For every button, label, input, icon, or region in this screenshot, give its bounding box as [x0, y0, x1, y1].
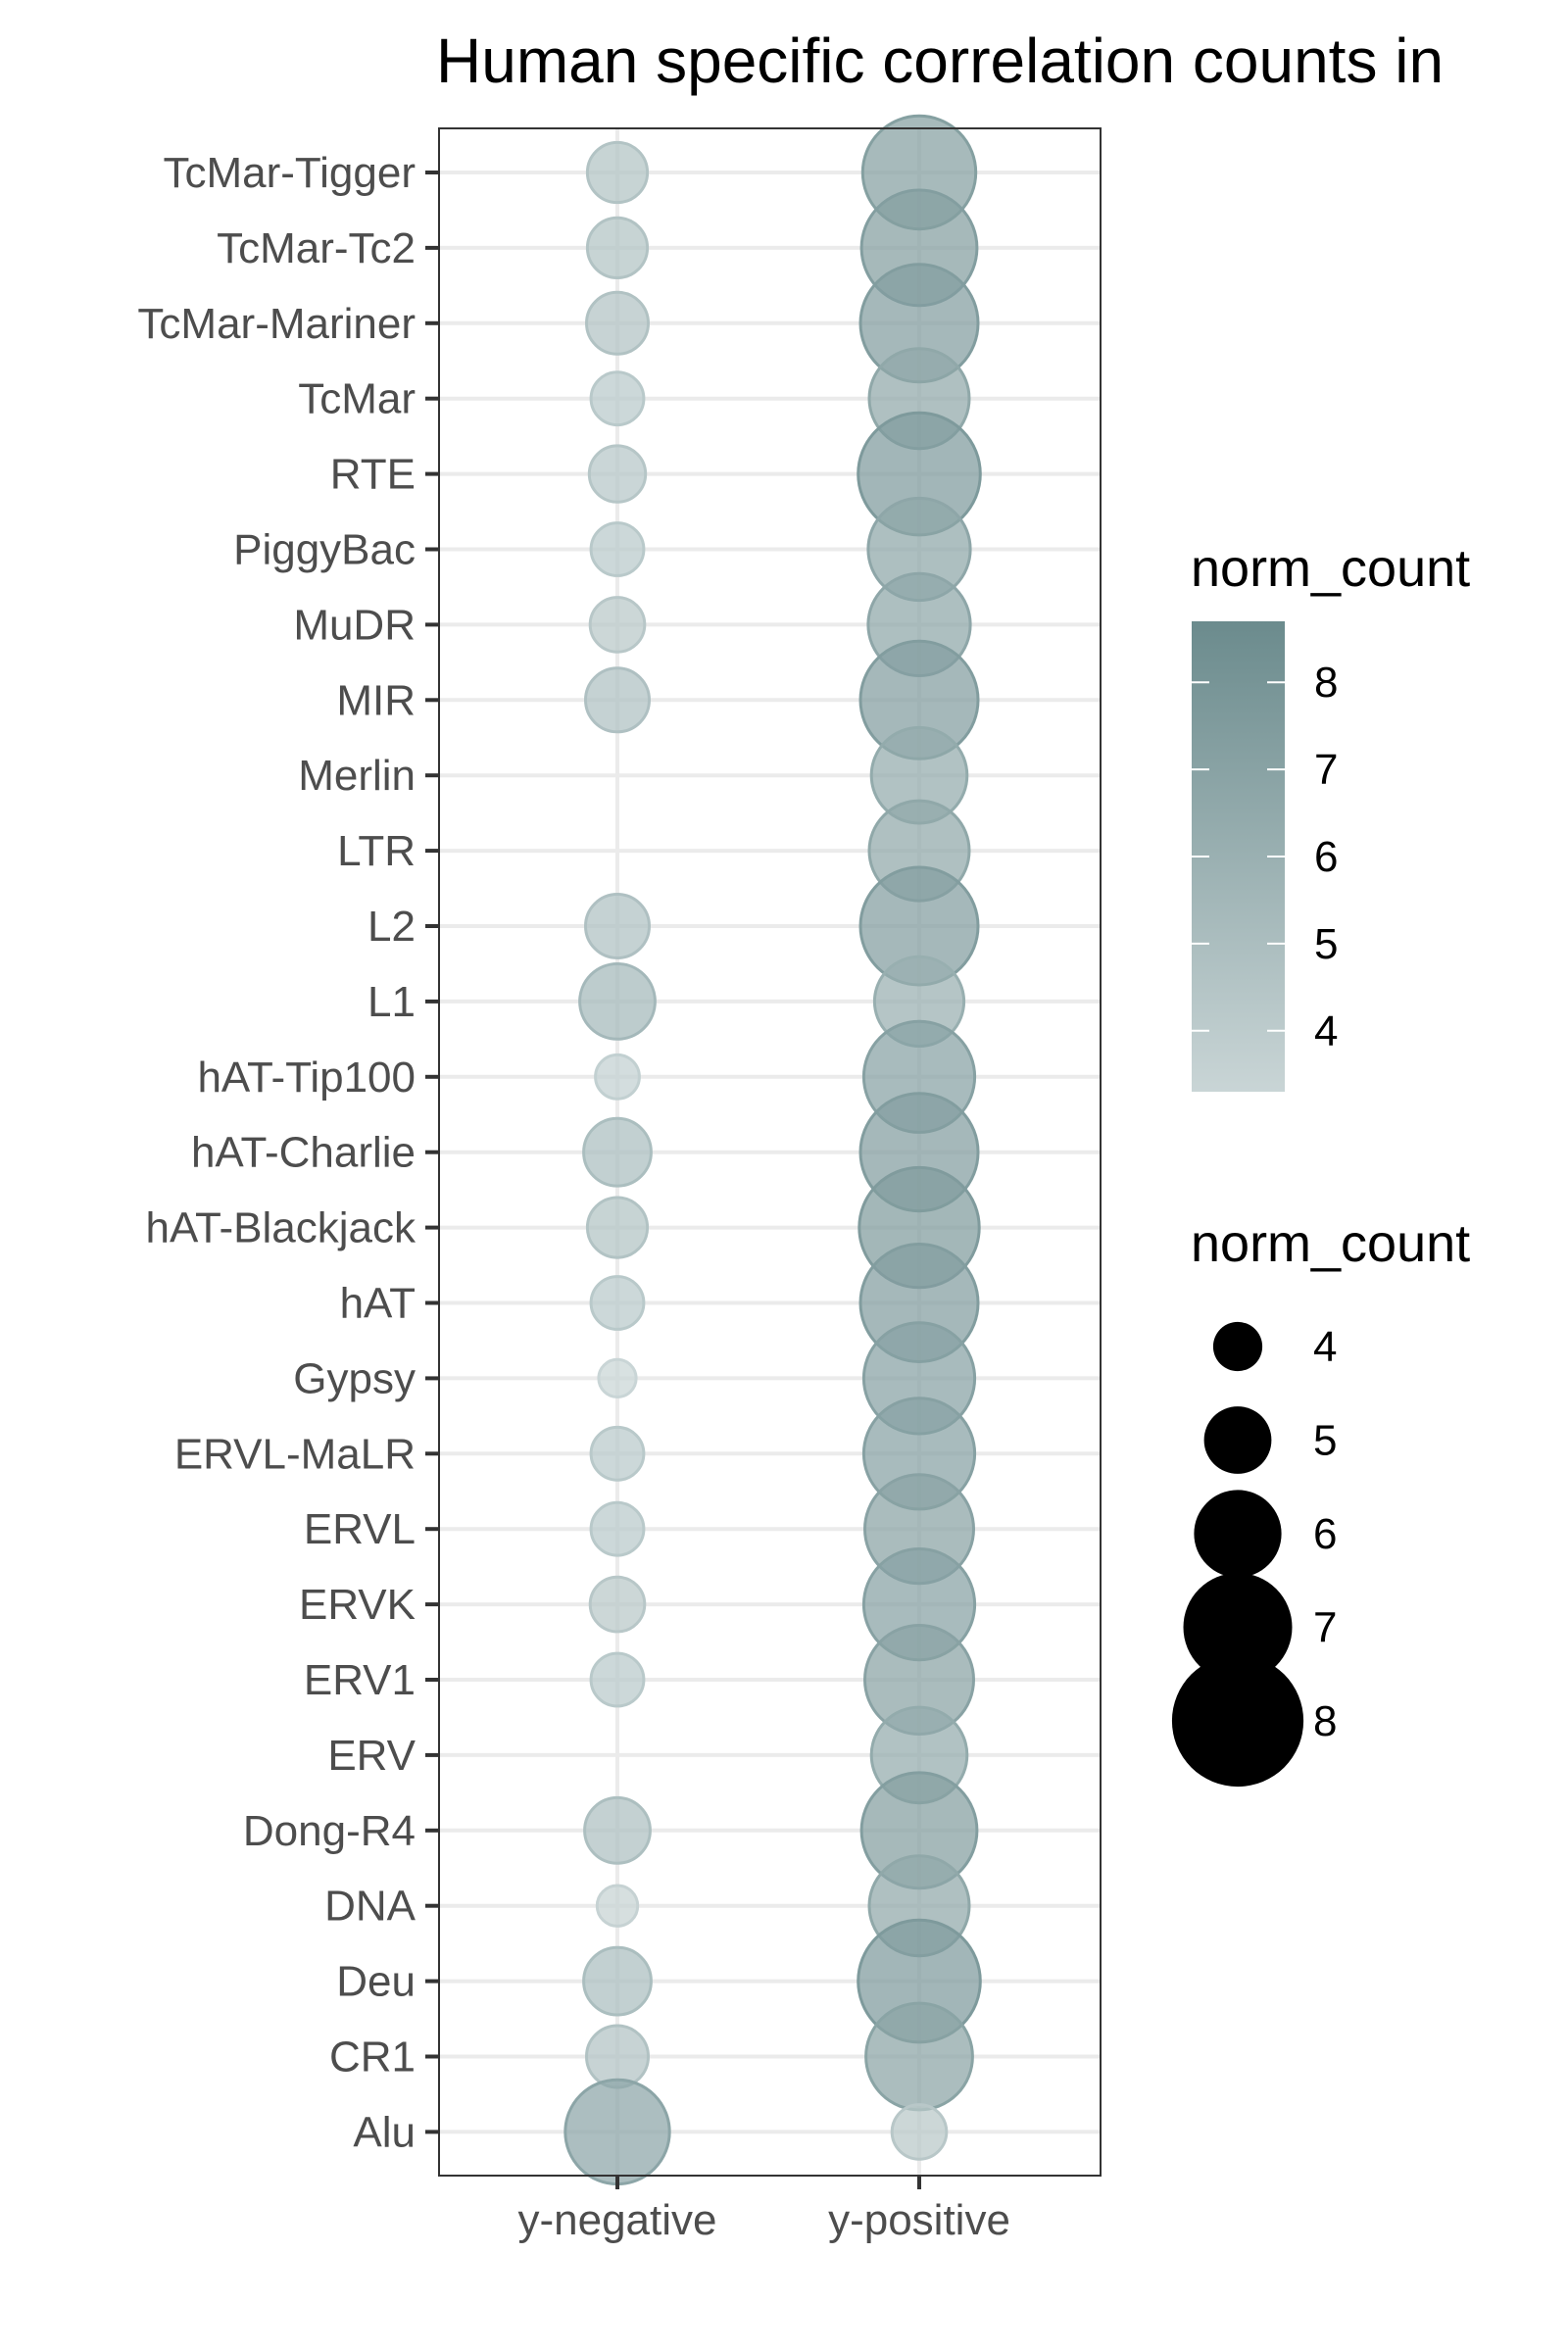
- y-tick-label: MIR: [336, 676, 416, 724]
- colorbar-tick-label: 6: [1314, 833, 1338, 881]
- data-point: Deu, y-negative: 5: [582, 1945, 653, 2017]
- data-point: MuDR, y-negative: 4.3: [588, 596, 647, 654]
- data-point: ERVL, y-negative: 4.2: [589, 1500, 646, 1557]
- data-point: MIR, y-negative: 4.8: [584, 666, 651, 734]
- size-legend-key: [1203, 1406, 1272, 1474]
- colorbar-tick-label: 4: [1314, 1007, 1338, 1055]
- x-tick-label: y-positive: [828, 2196, 1010, 2244]
- y-tick-label: TcMar: [298, 375, 416, 423]
- data-point: hAT-Tip100, y-negative: 3.7: [594, 1053, 641, 1101]
- y-axis: TcMar-Tigger TcMar-Tc2 TcMar-Mariner TcMar R…: [137, 149, 439, 2156]
- data-point: RTE, y-negative: 4.4: [587, 444, 648, 504]
- y-tick-label: L1: [368, 978, 416, 1026]
- y-tick-label: MuDR: [293, 601, 416, 649]
- y-tick-label: Dong-R4: [243, 1807, 416, 1855]
- data-point: ERVK, y-negative: 4.3: [588, 1575, 647, 1634]
- data-point: TcMar-Mariner, y-negative: 4.7: [585, 290, 650, 356]
- y-tick-label: TcMar-Tigger: [163, 149, 416, 197]
- data-point: hAT, y-negative: 4.2: [589, 1275, 646, 1331]
- data-point: L1, y-negative: 5.4: [578, 962, 657, 1041]
- data-point: Gypsy, y-negative: 3.3: [597, 1357, 638, 1399]
- size-legend-key: [1183, 1573, 1293, 1682]
- y-tick-label: ERVL: [304, 1505, 416, 1553]
- data-point: CR1, y-negative: 4.7: [585, 2024, 650, 2089]
- data-point: DNA, y-negative: 3.5: [595, 1884, 640, 1928]
- y-tick-label: ERVK: [299, 1581, 416, 1629]
- y-tick-label: hAT: [340, 1280, 416, 1328]
- data-point: TcMar-Tigger, y-negative: 4.6: [585, 140, 650, 205]
- y-tick-label: DNA: [324, 1883, 416, 1931]
- data-point: ERVL-MaLR, y-negative: 4.2: [589, 1425, 646, 1482]
- size-legend-key: [1194, 1490, 1282, 1578]
- y-tick-label: ERV: [327, 1732, 416, 1780]
- y-tick-label: TcMar-Tc2: [217, 224, 416, 272]
- data-point: TcMar, y-negative: 4.2: [589, 370, 646, 427]
- data-point: hAT-Blackjack, y-negative: 4.6: [585, 1196, 650, 1259]
- y-tick-label: Alu: [353, 2108, 416, 2156]
- size-legend-label: 5: [1313, 1417, 1337, 1465]
- size-legend-key: [1212, 1321, 1263, 1372]
- data-point: TcMar-Tc2, y-negative: 4.6: [585, 216, 650, 279]
- x-axis: y-negative y-positive: [517, 2176, 1010, 2244]
- size-legend-label: 4: [1313, 1323, 1337, 1371]
- y-tick-label: PiggyBac: [233, 526, 416, 574]
- data-point: ERV1, y-negative: 4.2: [589, 1651, 646, 1708]
- data-point: CR1, y-positive: 6.9: [864, 2001, 974, 2112]
- colorbar-tick-label: 5: [1314, 920, 1338, 968]
- y-tick-label: ERVL-MaLR: [174, 1430, 416, 1478]
- color-legend-title: norm_count: [1191, 539, 1470, 598]
- colorbar-ticks: 4 5 6 7 8: [1192, 659, 1338, 1055]
- size-legend-label: 7: [1313, 1604, 1337, 1652]
- size-legend: norm_count 4 5 6 7 8: [1171, 1214, 1470, 1788]
- y-tick-label: hAT-Blackjack: [146, 1204, 416, 1252]
- y-tick-label: hAT-Charlie: [191, 1129, 416, 1177]
- data-point: PiggyBac, y-negative: 4.2: [589, 521, 646, 577]
- y-tick-label: Gypsy: [293, 1354, 416, 1402]
- color-legend: norm_count 4 5 6 7 8: [1191, 539, 1470, 1092]
- y-tick-label: TcMar-Mariner: [137, 300, 416, 348]
- size-legend-key: [1171, 1654, 1304, 1788]
- chart-title: Human specific correlation counts in: [436, 25, 1444, 96]
- data-point: Alu, y-negative: 6.8: [564, 2078, 671, 2186]
- y-tick-label: hAT-Tip100: [197, 1054, 416, 1102]
- y-tick-label: Merlin: [298, 752, 416, 800]
- data-point: Dong-R4, y-negative: 4.9: [583, 1795, 652, 1865]
- data-point: Alu, y-positive: 4.3: [890, 2103, 949, 2161]
- y-tick-label: CR1: [329, 2034, 416, 2082]
- colorbar-tick-label: 8: [1314, 659, 1338, 707]
- colorbar-tick-label: 7: [1314, 746, 1338, 794]
- y-tick-label: RTE: [330, 451, 416, 499]
- size-legend-title: norm_count: [1191, 1214, 1470, 1273]
- size-legend-items: 4 5 6 7 8: [1171, 1321, 1337, 1788]
- y-tick-label: Deu: [336, 1958, 416, 2006]
- data-point: hAT-Charlie, y-negative: 5: [582, 1116, 653, 1188]
- data-point: L2, y-negative: 4.8: [584, 893, 651, 959]
- data-points: TcMar-Tigger, y-negative: 4.6 TcMar-Tc2, …: [564, 114, 982, 2186]
- size-legend-label: 6: [1313, 1510, 1337, 1558]
- y-tick-label: LTR: [337, 827, 416, 875]
- size-legend-label: 8: [1313, 1697, 1337, 1745]
- y-tick-label: L2: [368, 903, 416, 951]
- x-tick-label: y-negative: [517, 2196, 716, 2244]
- y-tick-label: ERV1: [304, 1656, 416, 1704]
